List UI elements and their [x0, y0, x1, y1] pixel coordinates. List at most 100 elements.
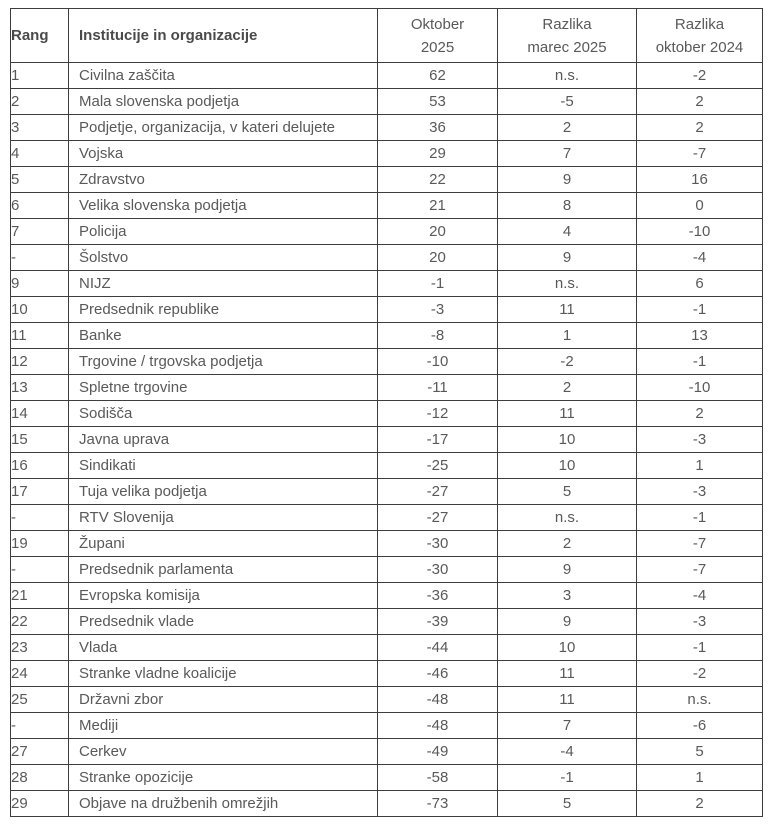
table-row: 3 Podjetje, organizacija, v kateri deluje…	[10, 114, 763, 141]
header-rang: Rang	[10, 8, 69, 63]
table-row: 29 Objave na družbenih omrežjih -73 5 2	[10, 790, 763, 817]
cell-razlika-oktober-2024: -6	[636, 712, 763, 739]
table-row: 6 Velika slovenska podjetja 21 8 0	[10, 192, 763, 219]
cell-oktober-2025: 62	[377, 62, 498, 89]
cell-rang: 23	[10, 634, 69, 661]
cell-institution: Banke	[68, 322, 378, 349]
cell-razlika-marec-2025: 5	[497, 478, 637, 505]
header-razlika-oktober-line1: Razlika	[674, 15, 725, 33]
header-razlika-marec-line2: marec 2025	[527, 38, 607, 56]
cell-institution: Župani	[68, 530, 378, 557]
cell-rang: -	[10, 244, 69, 271]
cell-razlika-marec-2025: 4	[497, 218, 637, 245]
table-row: 21 Evropska komisija -36 3 -4	[10, 582, 763, 609]
cell-razlika-marec-2025: 5	[497, 790, 637, 817]
cell-oktober-2025: 22	[377, 166, 498, 193]
cell-razlika-marec-2025: n.s.	[497, 62, 637, 89]
table-row: 19 Župani -30 2 -7	[10, 530, 763, 557]
cell-institution: Podjetje, organizacija, v kateri delujet…	[68, 114, 378, 141]
cell-razlika-marec-2025: 8	[497, 192, 637, 219]
table-header: Rang Institucije in organizacije Oktober…	[10, 8, 763, 63]
cell-institution: Vojska	[68, 140, 378, 167]
cell-razlika-oktober-2024: 2	[636, 88, 763, 115]
cell-razlika-oktober-2024: 13	[636, 322, 763, 349]
table-row: 15 Javna uprava -17 10 -3	[10, 426, 763, 453]
cell-rang: 28	[10, 764, 69, 791]
header-razlika-marec-line1: Razlika	[542, 15, 592, 33]
table-row: 17 Tuja velika podjetja -27 5 -3	[10, 478, 763, 505]
cell-razlika-oktober-2024: -1	[636, 504, 763, 531]
cell-rang: 27	[10, 738, 69, 765]
cell-razlika-marec-2025: 7	[497, 712, 637, 739]
cell-institution: Evropska komisija	[68, 582, 378, 609]
cell-institution: Stranke opozicije	[68, 764, 378, 791]
cell-razlika-oktober-2024: -2	[636, 62, 763, 89]
cell-oktober-2025: 53	[377, 88, 498, 115]
cell-oktober-2025: -46	[377, 660, 498, 687]
cell-oktober-2025: 20	[377, 244, 498, 271]
cell-oktober-2025: -39	[377, 608, 498, 635]
cell-rang: 19	[10, 530, 69, 557]
cell-razlika-oktober-2024: n.s.	[636, 686, 763, 713]
cell-oktober-2025: -27	[377, 504, 498, 531]
cell-oktober-2025: -44	[377, 634, 498, 661]
cell-razlika-marec-2025: 7	[497, 140, 637, 167]
table-row: 2 Mala slovenska podjetja 53 -5 2	[10, 88, 763, 115]
cell-razlika-marec-2025: n.s.	[497, 504, 637, 531]
cell-razlika-oktober-2024: 2	[636, 114, 763, 141]
cell-institution: Spletne trgovine	[68, 374, 378, 401]
cell-razlika-oktober-2024: -4	[636, 244, 763, 271]
cell-oktober-2025: -30	[377, 556, 498, 583]
cell-institution: Policija	[68, 218, 378, 245]
header-row: Rang Institucije in organizacije Oktober…	[10, 8, 763, 63]
cell-rang: 10	[10, 296, 69, 323]
cell-razlika-marec-2025: 2	[497, 114, 637, 141]
header-oktober-2025: Oktober 2025	[377, 8, 498, 63]
cell-rang: 24	[10, 660, 69, 687]
cell-rang: 14	[10, 400, 69, 427]
cell-razlika-oktober-2024: -3	[636, 478, 763, 505]
table-row: - Predsednik parlamenta -30 9 -7	[10, 556, 763, 583]
cell-rang: 12	[10, 348, 69, 375]
cell-razlika-marec-2025: -1	[497, 764, 637, 791]
cell-razlika-marec-2025: 9	[497, 166, 637, 193]
cell-razlika-marec-2025: 1	[497, 322, 637, 349]
cell-razlika-oktober-2024: -10	[636, 374, 763, 401]
cell-razlika-oktober-2024: -7	[636, 530, 763, 557]
cell-institution: Predsednik vlade	[68, 608, 378, 635]
cell-razlika-oktober-2024: -7	[636, 140, 763, 167]
cell-institution: Predsednik parlamenta	[68, 556, 378, 583]
cell-razlika-marec-2025: 11	[497, 400, 637, 427]
cell-rang: 11	[10, 322, 69, 349]
table-row: 12 Trgovine / trgovska podjetja -10 -2 -1	[10, 348, 763, 375]
cell-razlika-oktober-2024: 6	[636, 270, 763, 297]
cell-oktober-2025: 36	[377, 114, 498, 141]
cell-institution: Zdravstvo	[68, 166, 378, 193]
cell-razlika-marec-2025: 9	[497, 556, 637, 583]
cell-razlika-marec-2025: 10	[497, 426, 637, 453]
table-row: 11 Banke -8 1 13	[10, 322, 763, 349]
cell-institution: Trgovine / trgovska podjetja	[68, 348, 378, 375]
cell-oktober-2025: -27	[377, 478, 498, 505]
table-body: 1 Civilna zaščita 62 n.s. -2 2 Mala slovenska …	[10, 62, 763, 817]
cell-oktober-2025: -25	[377, 452, 498, 479]
cell-rang: -	[10, 504, 69, 531]
cell-institution: Cerkev	[68, 738, 378, 765]
cell-oktober-2025: -73	[377, 790, 498, 817]
cell-oktober-2025: 29	[377, 140, 498, 167]
cell-oktober-2025: -10	[377, 348, 498, 375]
cell-oktober-2025: -49	[377, 738, 498, 765]
cell-razlika-oktober-2024: 16	[636, 166, 763, 193]
cell-razlika-oktober-2024: 1	[636, 764, 763, 791]
cell-rang: 9	[10, 270, 69, 297]
header-oktober-2025-line1: Oktober	[410, 15, 465, 33]
table-row: - RTV Slovenija -27 n.s. -1	[10, 504, 763, 531]
cell-institution: Sodišča	[68, 400, 378, 427]
cell-rang: 17	[10, 478, 69, 505]
cell-razlika-marec-2025: -4	[497, 738, 637, 765]
table-row: 10 Predsednik republike -3 11 -1	[10, 296, 763, 323]
table-row: 25 Državni zbor -48 11 n.s.	[10, 686, 763, 713]
cell-razlika-oktober-2024: -7	[636, 556, 763, 583]
cell-razlika-oktober-2024: -3	[636, 426, 763, 453]
cell-institution: Mediji	[68, 712, 378, 739]
